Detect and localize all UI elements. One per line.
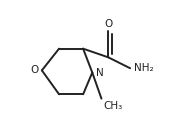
Text: CH₃: CH₃ bbox=[104, 101, 123, 111]
Text: N: N bbox=[96, 68, 104, 78]
Text: O: O bbox=[30, 65, 38, 75]
Text: NH₂: NH₂ bbox=[133, 63, 153, 73]
Text: O: O bbox=[104, 19, 112, 29]
